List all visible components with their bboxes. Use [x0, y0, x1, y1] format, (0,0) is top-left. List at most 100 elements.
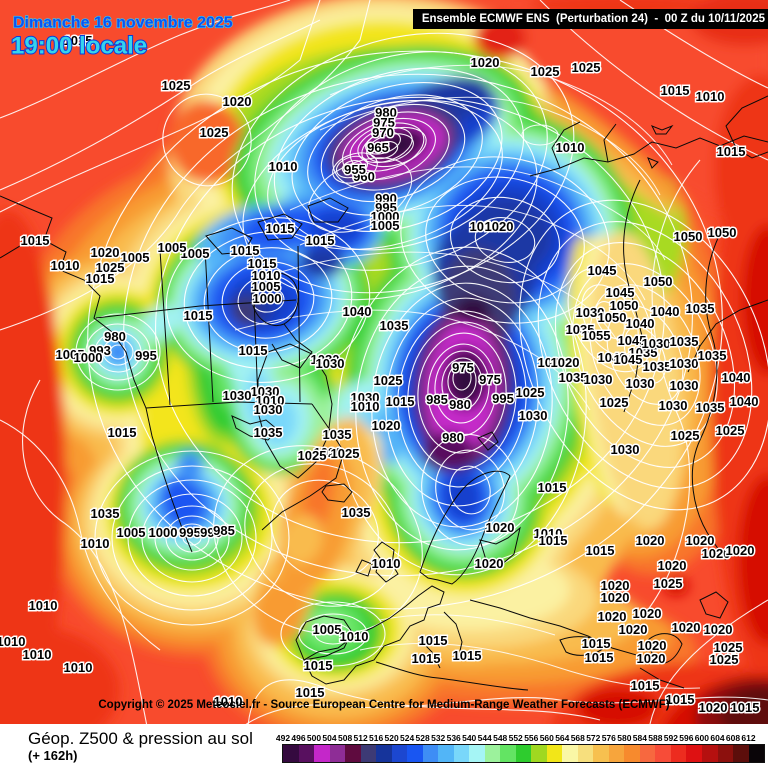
svg-text:1015: 1015 — [306, 233, 335, 248]
svg-text:1015: 1015 — [585, 650, 614, 665]
svg-text:1030: 1030 — [538, 355, 567, 370]
svg-text:1050: 1050 — [674, 229, 703, 244]
svg-text:1015: 1015 — [304, 658, 333, 673]
svg-text:1030: 1030 — [223, 388, 252, 403]
svg-text:1035: 1035 — [254, 425, 283, 440]
svg-text:1035: 1035 — [696, 400, 725, 415]
svg-text:1015: 1015 — [108, 425, 137, 440]
svg-text:1025: 1025 — [671, 428, 700, 443]
svg-text:1015: 1015 — [386, 394, 415, 409]
svg-text:1040: 1040 — [651, 304, 680, 319]
svg-text:19:00 locale: 19:00 locale — [11, 33, 147, 60]
svg-text:1015: 1015 — [731, 700, 760, 715]
svg-text:1020: 1020 — [601, 578, 630, 593]
svg-text:1005: 1005 — [121, 250, 150, 265]
svg-text:1010: 1010 — [340, 629, 369, 644]
svg-text:1025: 1025 — [714, 640, 743, 655]
svg-text:1015: 1015 — [239, 343, 268, 358]
svg-text:1020: 1020 — [475, 556, 504, 571]
svg-text:1035: 1035 — [91, 506, 120, 521]
svg-text:1045: 1045 — [588, 263, 617, 278]
svg-text:993: 993 — [89, 343, 111, 358]
svg-text:1020: 1020 — [314, 445, 343, 460]
svg-text:1015: 1015 — [631, 678, 660, 693]
svg-text:1030: 1030 — [519, 408, 548, 423]
svg-text:1045: 1045 — [606, 285, 635, 300]
svg-text:1025: 1025 — [716, 423, 745, 438]
svg-text:1015: 1015 — [538, 480, 567, 495]
svg-text:980: 980 — [104, 329, 126, 344]
svg-text:1025: 1025 — [96, 260, 125, 275]
svg-text:1035: 1035 — [380, 318, 409, 333]
svg-text:1010: 1010 — [29, 598, 58, 613]
svg-text:1010: 1010 — [534, 526, 563, 541]
svg-text:1010: 1010 — [81, 536, 110, 551]
svg-text:965: 965 — [367, 140, 389, 155]
svg-text:1010: 1010 — [269, 159, 298, 174]
svg-text:1035: 1035 — [629, 345, 658, 360]
svg-text:1005: 1005 — [56, 347, 85, 362]
svg-text:1020: 1020 — [633, 606, 662, 621]
svg-text:1020: 1020 — [686, 533, 715, 548]
svg-text:1000: 1000 — [253, 291, 282, 306]
svg-text:1020: 1020 — [619, 622, 648, 637]
svg-text:1030: 1030 — [642, 336, 671, 351]
svg-text:1050: 1050 — [598, 310, 627, 325]
svg-text:1015: 1015 — [586, 543, 615, 558]
svg-text:1025: 1025 — [654, 576, 683, 591]
svg-text:1040: 1040 — [626, 316, 655, 331]
svg-text:1020: 1020 — [91, 245, 120, 260]
svg-text:1010: 1010 — [696, 89, 725, 104]
svg-text:1005: 1005 — [371, 218, 400, 233]
svg-text:1035: 1035 — [670, 334, 699, 349]
svg-text:985: 985 — [426, 392, 448, 407]
svg-text:1025: 1025 — [298, 448, 327, 463]
svg-text:1015: 1015 — [21, 233, 50, 248]
svg-text:1020: 1020 — [486, 520, 515, 535]
svg-text:1030: 1030 — [611, 442, 640, 457]
svg-text:1035: 1035 — [323, 427, 352, 442]
svg-text:1015: 1015 — [717, 144, 746, 159]
svg-text:1020: 1020 — [372, 418, 401, 433]
svg-text:1010: 1010 — [372, 556, 401, 571]
svg-text:1040: 1040 — [722, 370, 751, 385]
svg-text:1035: 1035 — [342, 505, 371, 520]
svg-text:1020: 1020 — [598, 609, 627, 624]
svg-text:1055: 1055 — [582, 328, 611, 343]
svg-text:985: 985 — [213, 523, 235, 538]
svg-text:955: 955 — [344, 162, 366, 177]
svg-text:1015: 1015 — [419, 633, 448, 648]
svg-text:1015: 1015 — [666, 692, 695, 707]
svg-text:1020: 1020 — [551, 355, 580, 370]
svg-text:1010: 1010 — [23, 647, 52, 662]
svg-text:1035: 1035 — [698, 348, 727, 363]
svg-text:1020: 1020 — [672, 620, 701, 635]
svg-text:1000: 1000 — [371, 209, 400, 224]
svg-text:1050: 1050 — [708, 225, 737, 240]
svg-text:1020: 1020 — [471, 55, 500, 70]
svg-text:1040: 1040 — [343, 304, 372, 319]
svg-text:1045: 1045 — [614, 352, 643, 367]
svg-text:1020: 1020 — [726, 543, 755, 558]
svg-text:1015: 1015 — [248, 256, 277, 271]
svg-text:1025: 1025 — [600, 395, 629, 410]
svg-text:1030: 1030 — [626, 376, 655, 391]
svg-text:1025: 1025 — [531, 64, 560, 79]
svg-text:980: 980 — [449, 397, 471, 412]
svg-text:1015: 1015 — [64, 33, 93, 48]
svg-text:1025: 1025 — [516, 385, 545, 400]
svg-text:1025: 1025 — [200, 125, 229, 140]
svg-text:970: 970 — [372, 125, 394, 140]
svg-text:1020: 1020 — [485, 219, 514, 234]
svg-text:1035: 1035 — [643, 359, 672, 374]
svg-text:960: 960 — [353, 169, 375, 184]
svg-text:1030: 1030 — [670, 356, 699, 371]
svg-text:1030: 1030 — [670, 378, 699, 393]
svg-text:1015: 1015 — [266, 221, 295, 236]
svg-text:1005: 1005 — [181, 246, 210, 261]
svg-text:1025: 1025 — [331, 446, 360, 461]
svg-text:990: 990 — [375, 191, 397, 206]
svg-text:1030: 1030 — [576, 305, 605, 320]
svg-text:990: 990 — [200, 525, 222, 540]
svg-text:1020: 1020 — [699, 700, 728, 715]
